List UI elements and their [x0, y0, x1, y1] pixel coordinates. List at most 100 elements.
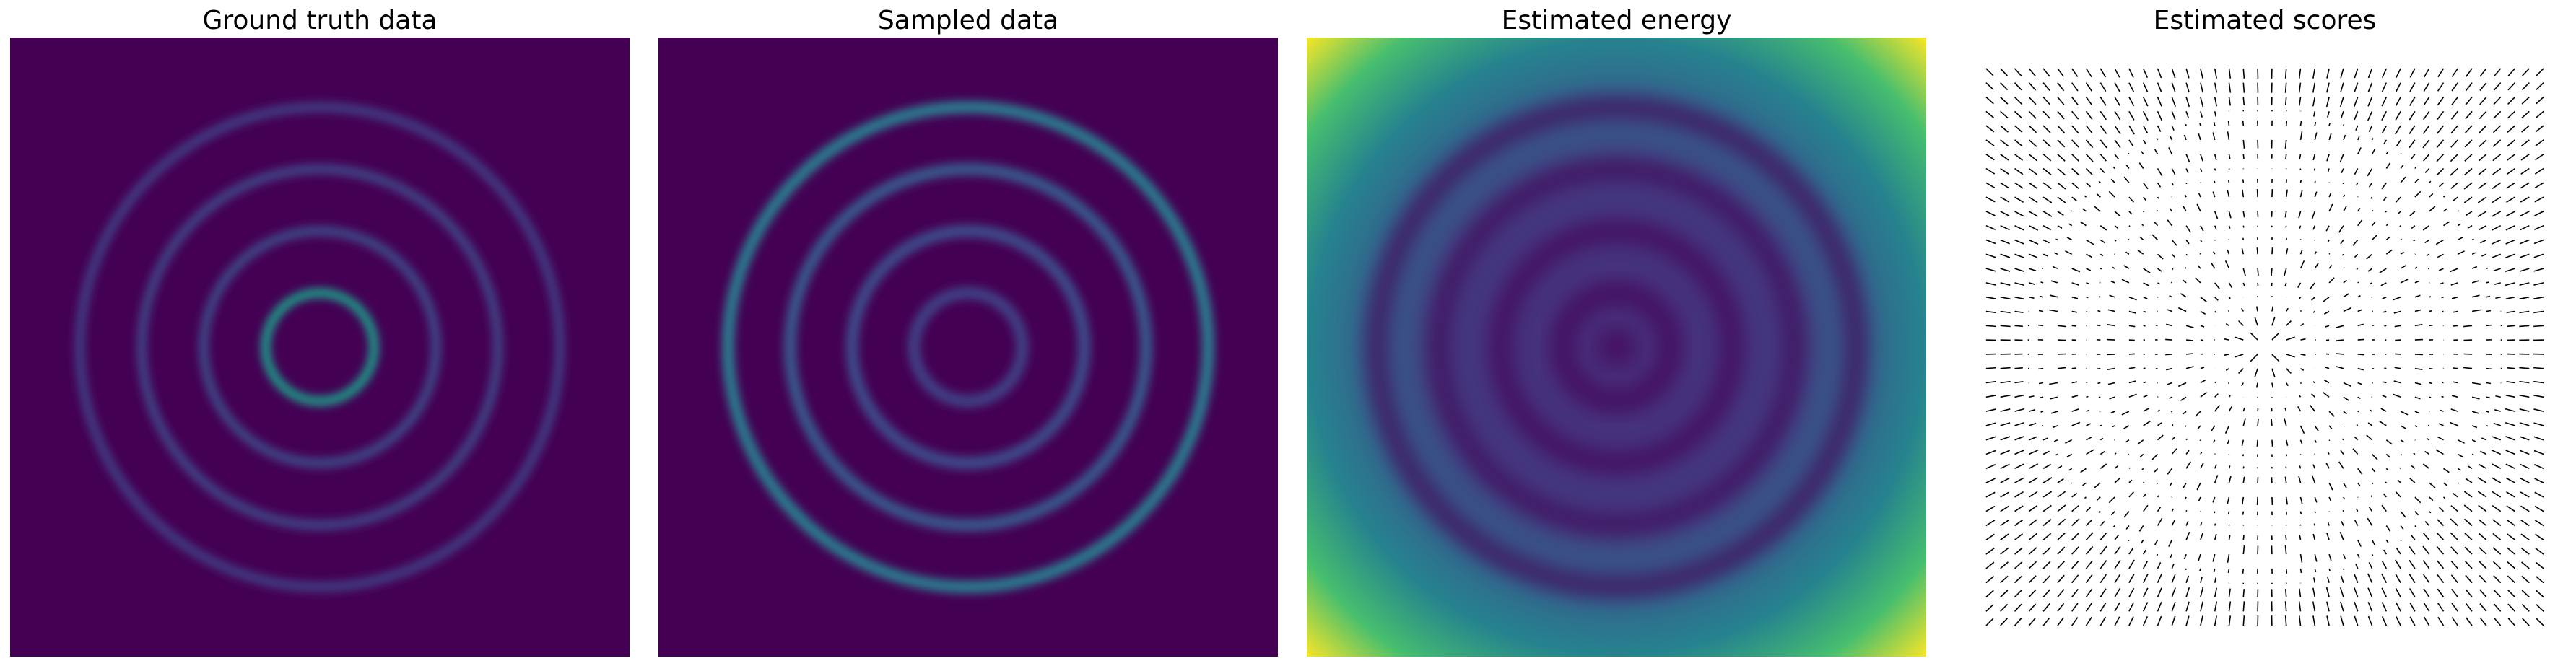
score-arrow: [2354, 519, 2359, 526]
score-arrow: [2396, 139, 2401, 146]
score-arrow: [2507, 68, 2516, 76]
score-arrow: [2299, 465, 2302, 469]
score-arrow: [2014, 239, 2024, 245]
score-arrow: [2029, 282, 2035, 285]
score-arrow: [2000, 590, 2009, 598]
score-arrow: [2479, 603, 2487, 612]
score-arrow: [2381, 504, 2387, 512]
score-arrow: [2014, 224, 2024, 231]
score-arrow: [1985, 268, 1996, 272]
score-arrow: [2400, 511, 2406, 518]
score-arrow: [2443, 208, 2447, 212]
score-arrow: [2381, 110, 2388, 121]
score-arrow: [2519, 282, 2530, 286]
score-arrow: [2381, 97, 2388, 107]
score-arrow: [2385, 162, 2391, 169]
score-arrow: [2466, 211, 2473, 216]
score-arrow: [2084, 496, 2087, 499]
score-arrow: [2463, 167, 2473, 176]
score-arrow: [2533, 282, 2544, 286]
score-arrow: [2114, 68, 2120, 78]
score-arrow: [2242, 82, 2245, 93]
score-arrow: [2536, 82, 2544, 90]
score-arrow: [2357, 354, 2364, 356]
score-arrow: [2494, 68, 2502, 77]
score-arrow: [2286, 307, 2289, 312]
score-arrow: [2200, 367, 2205, 369]
score-arrow: [2506, 196, 2515, 203]
score-arrow: [2049, 309, 2058, 312]
score-arrow: [2169, 294, 2172, 298]
ground-truth-panel: Ground truth data: [10, 0, 630, 666]
score-arrow: [2380, 282, 2387, 286]
score-arrow: [2071, 82, 2079, 92]
score-arrow: [2143, 196, 2147, 201]
score-arrow: [2000, 477, 2010, 483]
score-arrow: [2112, 266, 2115, 269]
score-arrow: [2123, 425, 2130, 429]
score-arrow: [2212, 191, 2216, 198]
score-arrow: [2457, 468, 2461, 471]
score-arrow: [2123, 265, 2130, 269]
score-arrow: [2214, 464, 2217, 469]
score-arrow: [2471, 280, 2479, 284]
score-arrow: [2286, 336, 2295, 341]
score-arrow: [2366, 434, 2373, 441]
score-arrow: [2255, 382, 2258, 388]
score-arrow: [2185, 366, 2194, 369]
score-arrow: [2071, 139, 2079, 148]
score-arrow: [2298, 211, 2302, 219]
score-arrow: [2157, 517, 2163, 526]
score-arrow: [2471, 396, 2480, 400]
score-arrow: [2385, 453, 2390, 458]
score-arrow: [2228, 465, 2231, 469]
score-arrow: [2212, 251, 2216, 255]
score-arrow: [2449, 421, 2458, 426]
score-arrow: [2097, 324, 2101, 327]
score-arrow: [2114, 139, 2121, 149]
score-arrow: [2042, 504, 2052, 512]
score-arrow: [2071, 196, 2078, 202]
score-arrow: [2395, 110, 2401, 121]
score-arrow: [2050, 280, 2058, 284]
score-arrow: [2085, 110, 2093, 120]
score-arrow: [2312, 577, 2316, 583]
score-arrow: [2534, 505, 2544, 512]
score-arrow: [2042, 533, 2052, 540]
score-arrow: [2383, 139, 2387, 145]
score-arrow: [2086, 409, 2090, 412]
score-arrow: [2038, 324, 2044, 327]
score-arrow: [2437, 603, 2445, 612]
score-arrow: [2381, 68, 2388, 79]
score-arrow: [2167, 309, 2172, 312]
score-arrow: [2507, 139, 2516, 147]
score-arrow: [2171, 125, 2175, 131]
score-arrow: [2214, 82, 2218, 93]
score-arrow: [2200, 154, 2203, 162]
score-arrow: [2357, 136, 2360, 141]
score-arrow: [2049, 382, 2058, 385]
score-arrow: [2339, 97, 2344, 108]
score-arrow: [2505, 463, 2515, 470]
score-arrow: [2143, 325, 2146, 327]
score-arrow: [1985, 282, 1996, 286]
score-arrow: [2493, 603, 2502, 612]
score-arrow: [2271, 496, 2273, 505]
score-arrow: [2520, 139, 2530, 147]
score-arrow: [2426, 437, 2430, 441]
score-arrow: [2107, 354, 2115, 356]
score-arrow: [2299, 553, 2303, 563]
score-arrow: [2143, 268, 2151, 273]
score-arrow: [2286, 354, 2295, 358]
score-arrow: [2477, 211, 2487, 217]
score-arrow: [2313, 523, 2316, 526]
score-arrow: [2242, 615, 2245, 626]
score-arrow: [2385, 211, 2387, 213]
score-arrow: [2214, 601, 2218, 612]
score-arrow: [2171, 424, 2174, 426]
score-arrow: [2494, 617, 2502, 626]
score-arrow: [2400, 425, 2406, 429]
score-arrow: [2114, 211, 2120, 216]
score-arrow: [2400, 439, 2404, 443]
score-arrow: [2000, 436, 2011, 441]
